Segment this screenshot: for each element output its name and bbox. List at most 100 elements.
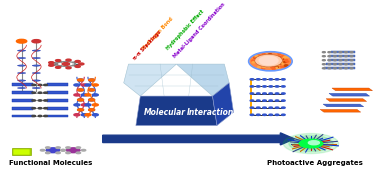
FancyBboxPatch shape bbox=[328, 59, 355, 61]
Circle shape bbox=[89, 99, 94, 101]
Circle shape bbox=[85, 94, 91, 96]
Circle shape bbox=[333, 68, 336, 69]
Circle shape bbox=[32, 108, 36, 109]
Circle shape bbox=[279, 63, 281, 64]
Circle shape bbox=[269, 86, 273, 87]
Circle shape bbox=[77, 89, 84, 91]
Circle shape bbox=[281, 59, 284, 60]
Circle shape bbox=[256, 100, 260, 101]
Circle shape bbox=[32, 100, 36, 101]
FancyBboxPatch shape bbox=[12, 115, 33, 117]
Circle shape bbox=[263, 66, 266, 68]
Circle shape bbox=[89, 99, 94, 101]
Circle shape bbox=[272, 68, 275, 69]
Circle shape bbox=[262, 53, 265, 55]
Circle shape bbox=[67, 148, 80, 153]
Ellipse shape bbox=[32, 72, 40, 74]
Ellipse shape bbox=[17, 80, 26, 81]
Text: Hydrogen Bond: Hydrogen Bond bbox=[141, 16, 174, 51]
Circle shape bbox=[339, 68, 342, 69]
Circle shape bbox=[286, 61, 289, 62]
Circle shape bbox=[333, 64, 336, 65]
Circle shape bbox=[285, 59, 288, 61]
Circle shape bbox=[333, 56, 336, 57]
Circle shape bbox=[38, 115, 42, 117]
Circle shape bbox=[275, 63, 278, 64]
Circle shape bbox=[44, 108, 47, 109]
Circle shape bbox=[62, 63, 70, 65]
Circle shape bbox=[250, 79, 254, 80]
Circle shape bbox=[255, 62, 258, 63]
Circle shape bbox=[75, 61, 80, 62]
Ellipse shape bbox=[32, 50, 40, 51]
Circle shape bbox=[89, 79, 94, 81]
Circle shape bbox=[257, 59, 260, 60]
Circle shape bbox=[272, 66, 275, 67]
Circle shape bbox=[61, 149, 65, 151]
Text: Photoactive Aggregates: Photoactive Aggregates bbox=[267, 160, 363, 166]
Circle shape bbox=[81, 104, 87, 106]
FancyBboxPatch shape bbox=[47, 107, 68, 110]
Circle shape bbox=[259, 58, 262, 59]
Circle shape bbox=[77, 109, 84, 111]
Ellipse shape bbox=[259, 56, 279, 66]
Circle shape bbox=[74, 84, 80, 86]
Circle shape bbox=[282, 100, 285, 101]
Ellipse shape bbox=[17, 65, 26, 66]
Circle shape bbox=[38, 92, 42, 93]
Circle shape bbox=[81, 84, 87, 86]
Circle shape bbox=[275, 62, 278, 63]
FancyBboxPatch shape bbox=[12, 148, 31, 155]
Polygon shape bbox=[212, 83, 234, 126]
Circle shape bbox=[92, 104, 98, 106]
Circle shape bbox=[284, 65, 287, 66]
Circle shape bbox=[56, 147, 60, 148]
Circle shape bbox=[16, 39, 27, 43]
Circle shape bbox=[279, 58, 282, 59]
Ellipse shape bbox=[17, 57, 26, 59]
Text: Molecular: Molecular bbox=[144, 108, 186, 117]
Circle shape bbox=[256, 79, 260, 80]
FancyBboxPatch shape bbox=[326, 63, 355, 65]
Circle shape bbox=[275, 60, 278, 61]
Circle shape bbox=[263, 100, 266, 101]
FancyBboxPatch shape bbox=[250, 79, 252, 115]
Circle shape bbox=[263, 93, 266, 94]
Circle shape bbox=[76, 147, 81, 148]
Circle shape bbox=[294, 138, 328, 150]
FancyBboxPatch shape bbox=[47, 91, 68, 94]
Ellipse shape bbox=[32, 80, 40, 81]
Polygon shape bbox=[329, 93, 370, 96]
Circle shape bbox=[92, 84, 98, 86]
Circle shape bbox=[282, 86, 285, 87]
Circle shape bbox=[77, 79, 84, 81]
Circle shape bbox=[274, 67, 277, 68]
Circle shape bbox=[268, 66, 271, 67]
Circle shape bbox=[56, 66, 60, 68]
Circle shape bbox=[38, 108, 42, 109]
Circle shape bbox=[264, 61, 267, 62]
Circle shape bbox=[333, 52, 336, 53]
Circle shape bbox=[275, 107, 279, 108]
Circle shape bbox=[60, 149, 65, 151]
Circle shape bbox=[81, 114, 87, 116]
Circle shape bbox=[263, 107, 266, 108]
Circle shape bbox=[49, 64, 54, 66]
Circle shape bbox=[89, 79, 94, 81]
FancyBboxPatch shape bbox=[12, 107, 33, 110]
Circle shape bbox=[250, 114, 254, 115]
Circle shape bbox=[350, 64, 353, 65]
Circle shape bbox=[259, 62, 261, 63]
Circle shape bbox=[328, 56, 331, 57]
Circle shape bbox=[339, 56, 342, 57]
Circle shape bbox=[267, 63, 270, 64]
Circle shape bbox=[284, 62, 287, 63]
Circle shape bbox=[299, 139, 323, 148]
Circle shape bbox=[333, 60, 336, 61]
Circle shape bbox=[256, 86, 260, 87]
Polygon shape bbox=[177, 64, 229, 96]
Polygon shape bbox=[332, 88, 372, 91]
Circle shape bbox=[256, 93, 260, 94]
Circle shape bbox=[254, 57, 257, 58]
Circle shape bbox=[276, 67, 279, 68]
